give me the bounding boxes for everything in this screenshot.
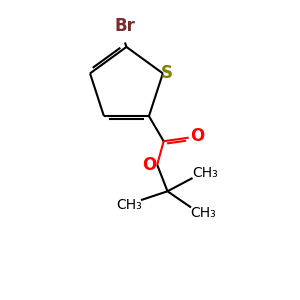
Text: S: S [160, 64, 172, 82]
Text: O: O [142, 156, 156, 174]
Text: Br: Br [115, 17, 135, 35]
Text: CH₃: CH₃ [116, 198, 142, 212]
Text: O: O [190, 127, 204, 145]
Text: CH₃: CH₃ [192, 166, 218, 180]
Text: CH₃: CH₃ [190, 206, 216, 220]
